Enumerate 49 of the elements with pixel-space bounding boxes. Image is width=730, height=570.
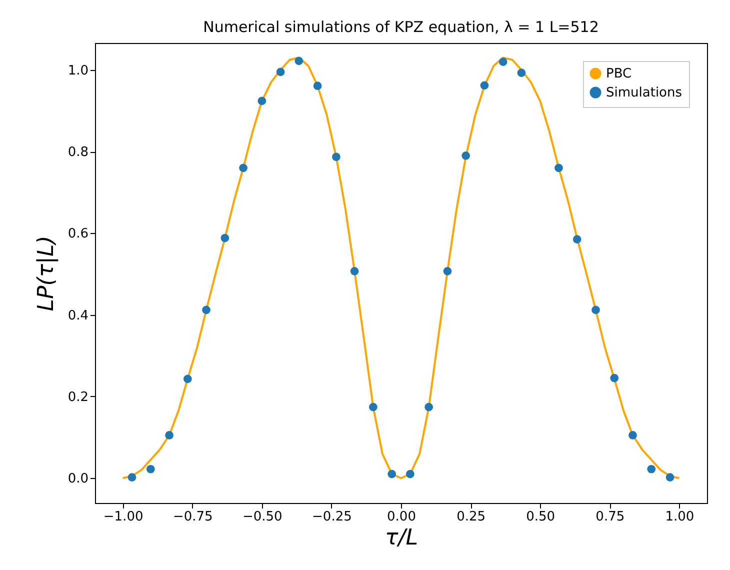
point: [332, 152, 340, 162]
legend-label: Simulations: [606, 86, 682, 100]
point: [498, 58, 508, 66]
y-tick-label: 1.0: [68, 63, 88, 78]
y-tick-label: 0.0: [68, 472, 88, 487]
point: [128, 473, 136, 482]
y-axis-title: LP(τ|L): [34, 236, 59, 312]
point: [350, 266, 359, 276]
point: [610, 374, 619, 382]
y-tick-label: 0.6: [68, 226, 88, 242]
point: [462, 151, 470, 160]
point: [165, 431, 174, 440]
point: [183, 374, 192, 384]
x-axis-title: τ/L: [385, 526, 418, 550]
point: [647, 464, 656, 474]
point: [666, 473, 674, 482]
x-tick-label: −0.75: [172, 510, 213, 524]
point: [258, 96, 266, 106]
x-tick-label: 0.50: [526, 510, 556, 524]
point: [443, 266, 452, 276]
x-tick-label: −1.00: [103, 510, 144, 524]
point: [480, 81, 489, 90]
x-tick-label: 0.75: [596, 510, 625, 524]
chart-title: Numerical simulations of KPZ equation, λ = 1 L=512: [203, 18, 599, 36]
point: [294, 56, 304, 66]
point: [220, 234, 230, 242]
point: [517, 68, 526, 77]
x-tick-label: 1.00: [665, 510, 694, 524]
point: [276, 68, 285, 76]
point: [592, 306, 600, 314]
x-tick-label: −0.50: [242, 510, 282, 524]
y-tick-label: 0.2: [68, 390, 88, 405]
point: [202, 306, 210, 314]
y-tick-label: 0.4: [68, 308, 88, 324]
y-tick-label: 0.8: [68, 145, 88, 160]
point: [628, 431, 637, 440]
point: [369, 402, 378, 412]
point: [424, 402, 433, 412]
x-tick-label: 0.00: [387, 510, 416, 524]
x-tick-label: −0.25: [312, 510, 352, 524]
x-tick-label: 0.25: [456, 510, 486, 524]
point: [313, 82, 322, 90]
point: [572, 235, 582, 244]
point: [554, 164, 563, 172]
point: [239, 164, 248, 172]
point: [406, 470, 414, 478]
point: [388, 470, 396, 478]
point: [146, 464, 155, 474]
legend-label: PBC: [606, 66, 632, 82]
